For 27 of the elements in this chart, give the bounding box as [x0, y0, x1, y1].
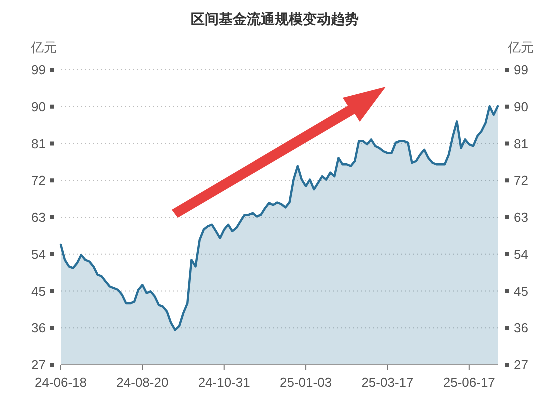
x-tick-label: 24-06-18: [34, 375, 88, 390]
x-tick-label: 25-03-17: [362, 375, 414, 390]
y2-tick-label: 72: [514, 173, 528, 188]
y-tick-label: 27: [32, 358, 46, 372]
y2-tick-label: 63: [514, 210, 528, 225]
y-axis-title: 亿元: [30, 40, 57, 55]
y2-tick-label: 81: [514, 136, 528, 152]
x-tick-label: 25-06-17: [443, 375, 496, 390]
y-tick-label: 63: [32, 210, 46, 225]
y2-tick-label: 54: [514, 246, 528, 262]
y-tick-label: 90: [32, 99, 46, 114]
chart-title: 区间基金流通规模变动趋势: [191, 11, 359, 27]
y-tick-label: 99: [32, 62, 46, 78]
y2-axis-title: 亿元: [507, 40, 534, 55]
x-tick-label: 24-08-20: [116, 375, 169, 390]
x-tick-label: 24-10-31: [198, 375, 250, 390]
y2-tick-label: 36: [514, 320, 528, 336]
y-tick-label: 45: [32, 284, 46, 299]
y-tick-label: 72: [32, 173, 46, 188]
y2-tick-label: 99: [514, 62, 528, 78]
y-tick-label: 36: [32, 320, 46, 336]
y2-tick-label: 27: [514, 358, 528, 372]
y2-tick-label: 45: [514, 284, 528, 299]
y-tick-label: 54: [32, 246, 46, 262]
x-tick-label: 25-01-03: [280, 375, 332, 390]
y2-tick-label: 90: [514, 99, 528, 114]
y-tick-label: 81: [32, 136, 46, 152]
